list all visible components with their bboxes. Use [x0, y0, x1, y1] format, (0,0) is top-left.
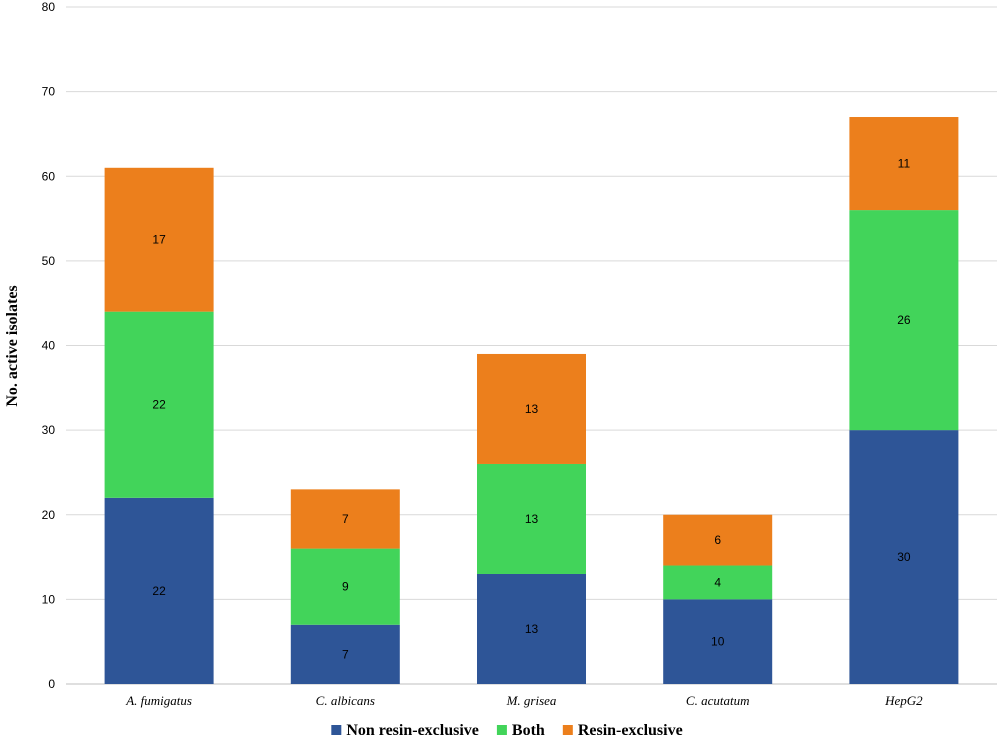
legend-label: Resin-exclusive — [578, 722, 683, 739]
data-label: 30 — [897, 550, 911, 564]
y-tick-label: 70 — [42, 85, 56, 99]
bar-segment-1-2 — [477, 463, 586, 574]
bar-segment-2-3 — [663, 514, 773, 566]
data-label: 10 — [711, 635, 725, 649]
legend-swatch-0 — [331, 725, 342, 735]
bar-segment-1-0 — [104, 311, 214, 498]
bar-segment-0-3 — [663, 599, 773, 684]
y-tick-label: 60 — [42, 169, 56, 183]
bar-segment-0-4 — [849, 430, 959, 684]
y-tick-label: 30 — [42, 423, 56, 437]
bar-segment-2-1 — [290, 489, 400, 549]
data-label: 7 — [342, 512, 349, 526]
legend-label: Both — [512, 722, 545, 739]
data-label: 4 — [714, 575, 721, 589]
y-axis-title: No. active isolates — [4, 285, 21, 406]
bar-segment-0-2 — [477, 573, 586, 684]
bar-segment-0-0 — [104, 497, 214, 684]
bar-segment-1-4 — [849, 210, 959, 431]
data-labels: 22 22 17 7 9 7 13 13 13 10 4 6 30 26 11 — [152, 157, 910, 662]
y-tick-label: 20 — [42, 508, 56, 522]
x-category-label: C. albicans — [316, 693, 375, 708]
x-category-label: A. fumigatus — [125, 693, 192, 708]
data-label: 26 — [897, 313, 911, 327]
x-axis: A. fumigatus C. albicans M. grisea C. acuta… — [125, 693, 923, 708]
data-label: 9 — [342, 580, 349, 594]
bar-segment-2-4 — [849, 117, 959, 211]
legend: Non resin-exclusive Both Resin-exclusive — [331, 722, 683, 739]
legend-swatch-1 — [496, 725, 507, 735]
y-tick-label: 80 — [42, 0, 56, 14]
data-label: 13 — [525, 402, 539, 416]
data-label: 6 — [714, 533, 721, 547]
data-label: 22 — [152, 398, 166, 412]
bars — [104, 117, 959, 684]
data-label: 13 — [525, 622, 539, 636]
bar-segment-1-3 — [663, 565, 773, 600]
y-tick-label: 40 — [42, 339, 56, 353]
x-category-label: M. grisea — [506, 693, 557, 708]
x-category-label: C. acutatum — [686, 693, 750, 708]
bar-segment-1-1 — [290, 548, 400, 625]
y-tick-label: 10 — [42, 592, 56, 606]
x-category-label: HepG2 — [884, 693, 923, 708]
legend-label: Non resin-exclusive — [346, 722, 479, 739]
gridlines — [66, 6, 997, 685]
data-label: 7 — [342, 647, 349, 661]
data-label: 17 — [152, 233, 166, 247]
legend-swatch-2 — [562, 725, 573, 735]
data-label: 13 — [525, 512, 539, 526]
bar-segment-2-0 — [104, 167, 214, 312]
data-label: 22 — [152, 584, 166, 598]
y-axis: 0 10 20 30 40 50 60 70 80 — [42, 0, 56, 691]
bar-segment-2-2 — [477, 353, 586, 464]
y-tick-label: 0 — [48, 677, 55, 691]
y-tick-label: 50 — [42, 254, 56, 268]
bar-segment-0-1 — [290, 624, 400, 684]
data-label: 11 — [898, 157, 911, 171]
